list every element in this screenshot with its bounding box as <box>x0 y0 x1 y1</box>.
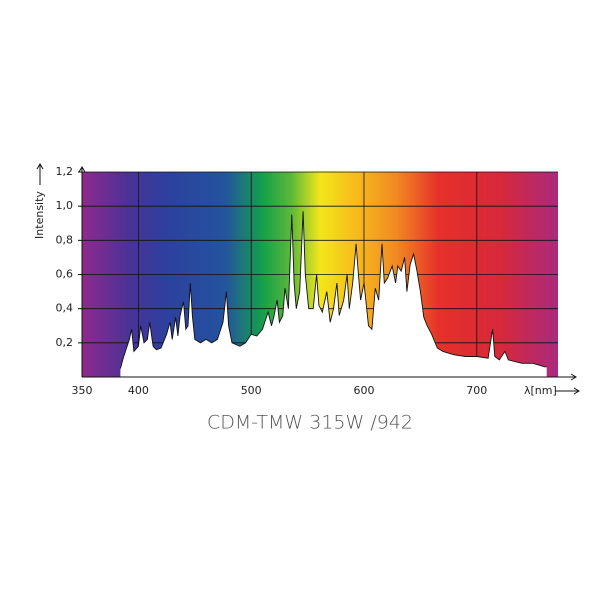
area-fill <box>120 211 547 377</box>
x-tick-label: 700 <box>466 384 487 397</box>
chart-title: CDM-TMW 315W /942 <box>207 412 413 434</box>
y-label-arrowhead <box>36 163 44 170</box>
x-axis-label: λ[nm] <box>524 384 557 397</box>
x-axis-arrowhead <box>570 373 577 381</box>
y-axis-label: Intensity <box>33 191 46 239</box>
y-tick-label: 1,2 <box>56 165 74 178</box>
x-tick-label: 350 <box>72 384 93 397</box>
y-tick-label: 1,0 <box>56 199 74 212</box>
y-tick-label: 0,4 <box>56 302 74 315</box>
x-tick-label: 400 <box>128 384 149 397</box>
y-axis-arrowhead <box>78 166 86 173</box>
y-tick-label: 0,6 <box>56 268 74 281</box>
x-tick-label: 600 <box>353 384 374 397</box>
y-tick-label: 0,8 <box>56 233 74 246</box>
spectrum-line <box>119 211 547 369</box>
y-tick-label: 0,2 <box>56 336 74 349</box>
x-tick-label: 500 <box>241 384 262 397</box>
x-label-arrowhead <box>573 387 580 395</box>
